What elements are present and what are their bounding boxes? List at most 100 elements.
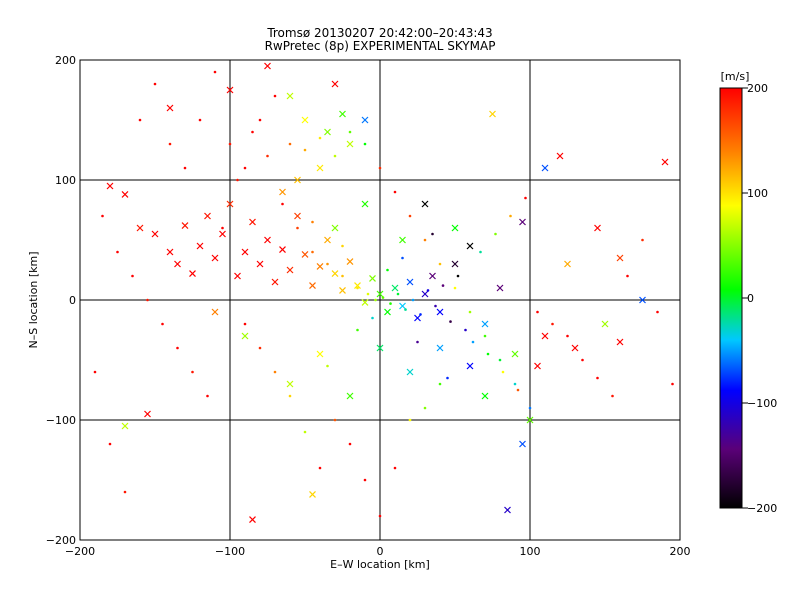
data-point-dot xyxy=(221,226,224,230)
data-point-dot xyxy=(423,406,427,410)
data-point-x-marker xyxy=(481,320,489,328)
data-point-x-marker xyxy=(361,116,369,124)
data-point-x-marker xyxy=(324,128,331,136)
data-point-x-marker xyxy=(361,200,369,208)
grid-lines xyxy=(80,60,680,540)
data-points xyxy=(93,62,674,524)
data-point-x-marker xyxy=(331,224,339,232)
data-point-dot xyxy=(108,442,112,446)
data-point-dot xyxy=(288,142,292,146)
data-point-x-marker xyxy=(226,200,234,208)
data-point-dot xyxy=(536,310,539,314)
data-point-x-marker xyxy=(594,224,601,232)
data-point-x-marker xyxy=(526,416,534,424)
data-point-x-marker xyxy=(481,392,489,400)
data-point-x-marker xyxy=(451,260,459,268)
y-axis-ticks: −200 −100 0 100 200 xyxy=(46,54,680,547)
data-point-x-marker xyxy=(309,282,316,290)
data-point-x-marker xyxy=(519,218,526,226)
x-tick-label: −200 xyxy=(65,545,95,558)
data-point-x-marker xyxy=(256,260,264,268)
data-point-dot xyxy=(438,262,442,266)
data-point-dot xyxy=(318,136,322,140)
data-point-x-marker xyxy=(106,182,114,190)
data-point-x-marker xyxy=(504,506,511,514)
data-point-dot xyxy=(513,382,517,386)
data-point-dot xyxy=(419,313,422,316)
data-point-dot xyxy=(116,250,119,254)
data-point-dot xyxy=(449,320,452,323)
data-point-x-marker xyxy=(121,190,129,198)
data-point-x-marker xyxy=(346,392,354,400)
data-point-dot xyxy=(258,118,262,122)
data-point-x-marker xyxy=(436,344,444,352)
x-tick-label: 100 xyxy=(520,545,541,558)
data-point-x-marker xyxy=(166,104,174,112)
data-point-dot xyxy=(183,166,187,170)
data-point-dot xyxy=(404,308,407,311)
chart-subtitle: RwPretec (8p) EXPERIMENTAL SKYMAP xyxy=(264,39,496,53)
data-point-x-marker xyxy=(309,490,316,498)
data-point-dot xyxy=(509,214,512,218)
data-point-x-marker xyxy=(399,302,406,310)
data-point-dot xyxy=(524,196,527,200)
data-point-x-marker xyxy=(144,410,151,418)
colorbar xyxy=(719,87,743,509)
data-point-dot xyxy=(213,70,217,74)
data-point-x-marker xyxy=(406,278,414,286)
data-point-dot xyxy=(348,130,352,134)
data-point-x-marker xyxy=(601,320,609,328)
data-point-dot xyxy=(426,289,430,292)
data-point-x-marker xyxy=(211,254,219,262)
data-point-x-marker xyxy=(301,116,309,124)
data-point-x-marker xyxy=(286,92,294,100)
data-point-dot xyxy=(486,352,490,356)
data-point-dot xyxy=(528,406,532,410)
data-point-x-marker xyxy=(346,140,354,148)
data-point-x-marker xyxy=(489,110,496,118)
data-point-x-marker xyxy=(406,368,414,376)
data-point-x-marker xyxy=(136,224,144,232)
data-point-x-marker xyxy=(571,344,579,352)
data-point-dot xyxy=(378,514,382,518)
data-point-x-marker xyxy=(391,284,399,292)
data-point-dot xyxy=(456,274,460,278)
data-point-x-marker xyxy=(234,272,241,280)
data-point-dot xyxy=(123,490,127,494)
data-point-dot xyxy=(93,370,97,374)
colorbar-tick-label: −200 xyxy=(747,502,777,515)
data-point-x-marker xyxy=(466,362,474,370)
data-point-dot xyxy=(381,296,385,299)
data-point-x-marker xyxy=(661,158,669,166)
data-point-dot xyxy=(596,376,599,380)
data-point-dot xyxy=(311,250,314,254)
data-point-x-marker xyxy=(429,272,436,280)
data-point-dot xyxy=(431,232,434,236)
data-point-dot xyxy=(468,310,472,314)
data-point-dot xyxy=(483,334,487,338)
data-point-x-marker xyxy=(286,266,294,274)
data-point-dot xyxy=(266,154,269,158)
y-axis-label: N–S location [km] xyxy=(27,251,40,348)
data-point-dot xyxy=(303,148,307,152)
data-point-dot xyxy=(258,346,262,350)
data-point-x-marker xyxy=(354,282,361,290)
data-point-dot xyxy=(341,274,344,278)
data-point-x-marker xyxy=(279,246,286,254)
data-point-dot xyxy=(236,178,239,182)
data-point-dot xyxy=(408,214,412,218)
data-point-x-marker xyxy=(414,314,421,322)
data-point-x-marker xyxy=(204,212,211,220)
data-point-dot xyxy=(416,340,419,344)
data-point-dot xyxy=(366,292,370,296)
data-point-dot xyxy=(393,190,397,194)
data-point-x-marker xyxy=(451,224,459,232)
data-point-x-marker xyxy=(466,242,474,250)
y-tick-label: 100 xyxy=(55,174,76,187)
data-point-dot xyxy=(494,232,497,236)
data-point-x-marker xyxy=(211,308,219,316)
data-point-dot xyxy=(146,298,149,302)
data-point-x-marker xyxy=(226,86,234,94)
data-point-dot xyxy=(438,382,442,386)
